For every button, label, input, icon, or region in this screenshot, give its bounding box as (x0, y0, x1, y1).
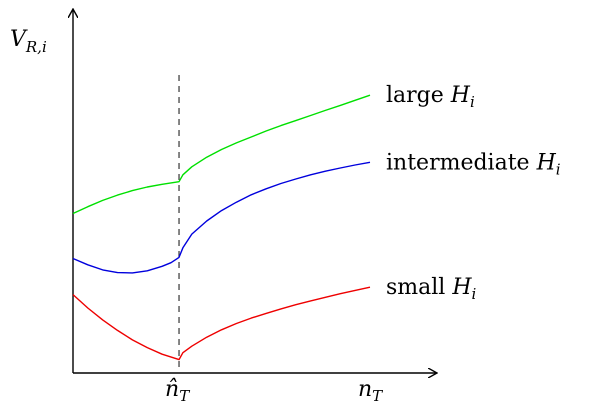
marked-tick-label: n̂T (165, 377, 190, 405)
series-line-0 (72, 94, 371, 215)
series-label-2: small Hi (386, 275, 477, 303)
label-layer: large Hi intermediate Hi small Hi (386, 83, 561, 303)
series-label-1: intermediate Hi (386, 150, 561, 178)
y-axis-label: VR,i (10, 27, 47, 56)
series-line-2 (72, 286, 371, 361)
series-label-0: large Hi (386, 83, 475, 111)
series-layer (72, 94, 371, 361)
x-axis-label: nT (358, 377, 383, 405)
series-line-1 (72, 161, 371, 274)
